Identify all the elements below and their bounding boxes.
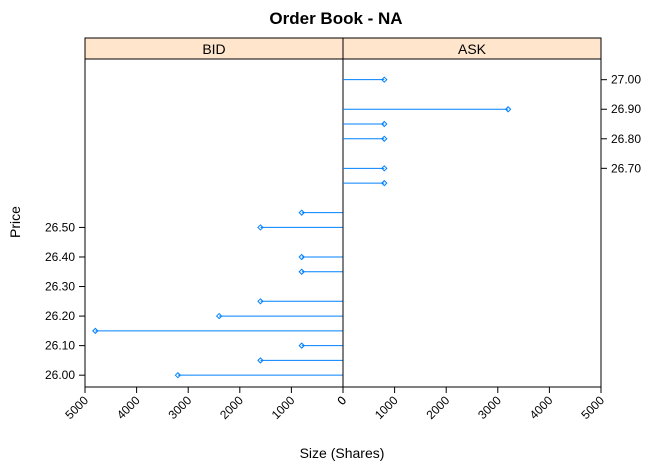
panel-bid: BID (84, 37, 344, 388)
panels: BID ASK (84, 37, 602, 388)
x-tick-label: 2000 (424, 393, 453, 422)
y-tick-label: 27.00 (611, 73, 641, 87)
point-bid (298, 209, 305, 216)
point-bid (174, 371, 182, 379)
y-tick-label: 26.50 (45, 220, 75, 234)
y-axis: 26.00 26.10 26.20 26.30 26.40 26.50 26.70 26.80… (45, 73, 641, 382)
point-bid (92, 327, 99, 335)
point-ask (381, 165, 388, 172)
x-tick-label: 1000 (372, 393, 401, 422)
y-tick-label: 26.90 (611, 102, 641, 116)
y-tick-label: 26.10 (45, 339, 75, 353)
x-tick-label: 3000 (166, 393, 195, 422)
point-bid (298, 253, 305, 261)
point-bid (298, 342, 305, 349)
point-ask (381, 76, 388, 83)
point-bid (257, 298, 264, 305)
point-ask (381, 120, 388, 128)
point-ask (381, 135, 388, 142)
point-bid (215, 312, 223, 320)
point-bid (257, 357, 264, 364)
x-tick-label: 5000 (62, 393, 91, 422)
strip-label-bid: BID (202, 41, 225, 57)
point-ask (504, 106, 512, 113)
strip-label-ask: ASK (458, 41, 487, 57)
y-axis-label: Price (7, 206, 23, 238)
y-tick-label: 26.00 (45, 368, 75, 382)
y-tick-label: 26.20 (45, 309, 75, 323)
x-axis: 5000 4000 3000 2000 1000 00 1000 2000 3000 4000 50… (62, 387, 607, 422)
y-tick-label: 26.80 (611, 132, 641, 146)
x-axis-label: Size (Shares) (300, 445, 385, 461)
x-tick-label: 5000 (578, 393, 607, 422)
point-ask (381, 179, 388, 187)
x-tick-label: 3000 (475, 393, 504, 422)
panel-ask: ASK (342, 37, 602, 388)
panel-frame-ask (342, 58, 602, 388)
x-tick-label: 2000 (217, 393, 246, 422)
x-tick-label: 1000 (269, 393, 298, 422)
x-tick-label: 4000 (527, 393, 556, 422)
x-tick-label: 4000 (114, 393, 143, 422)
y-tick-label: 26.30 (45, 280, 75, 294)
x-tick-label: 0 (334, 393, 349, 408)
chart-title: Order Book - NA (269, 9, 402, 28)
point-bid (298, 268, 305, 275)
point-bid (257, 224, 264, 231)
panel-frame-bid (84, 58, 344, 388)
y-tick-label: 26.70 (611, 161, 641, 175)
y-tick-label: 26.40 (45, 250, 75, 264)
